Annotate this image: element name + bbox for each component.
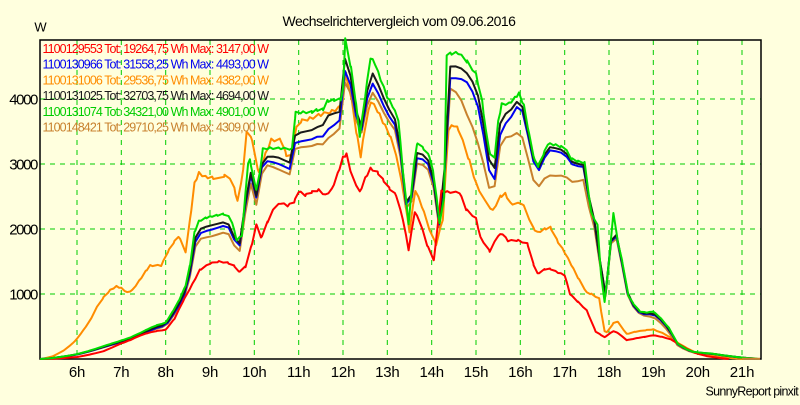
svg-text:3000: 3000 (9, 157, 38, 174)
svg-text:1100131025 Tot: 32703,75 Wh Ma: 1100131025 Tot: 32703,75 Wh Max: 4694,00… (43, 89, 270, 103)
svg-text:SunnyReport pinxit: SunnyReport pinxit (706, 385, 800, 399)
svg-text:11h: 11h (287, 364, 310, 381)
svg-text:12h: 12h (331, 364, 355, 381)
svg-text:8h: 8h (158, 364, 174, 381)
svg-text:1100148421 Tot: 29710,25 Wh Ma: 1100148421 Tot: 29710,25 Wh Max: 4309,00… (43, 121, 270, 135)
svg-text:7h: 7h (113, 364, 129, 381)
svg-text:14h: 14h (419, 364, 443, 381)
svg-text:20h: 20h (685, 364, 709, 381)
svg-text:21h: 21h (730, 364, 754, 381)
svg-text:17h: 17h (552, 364, 576, 381)
svg-text:1000: 1000 (9, 287, 38, 304)
svg-text:10h: 10h (242, 364, 266, 381)
svg-text:16h: 16h (508, 364, 532, 381)
svg-text:4000: 4000 (9, 92, 38, 109)
svg-text:19h: 19h (641, 364, 665, 381)
svg-text:2000: 2000 (9, 222, 38, 239)
svg-text:6h: 6h (69, 364, 85, 381)
svg-text:1100131074 Tot: 34321,00 Wh Ma: 1100131074 Tot: 34321,00 Wh Max: 4901,00… (43, 105, 270, 119)
svg-text:Wechselrichtervergleich vom 09: Wechselrichtervergleich vom 09.06.2016 (283, 13, 517, 29)
svg-text:15h: 15h (464, 364, 488, 381)
svg-text:W: W (34, 20, 47, 35)
svg-text:1100130966 Tot: 31558,25 Wh Ma: 1100130966 Tot: 31558,25 Wh Max: 4493,00… (43, 58, 270, 72)
svg-text:1100129553 Tot: 19264,75 Wh Ma: 1100129553 Tot: 19264,75 Wh Max: 3147,00… (43, 42, 270, 56)
svg-text:9h: 9h (202, 364, 218, 381)
svg-text:13h: 13h (375, 364, 399, 381)
svg-text:18h: 18h (597, 364, 621, 381)
svg-text:1100131006 Tot: 29536,75 Wh Ma: 1100131006 Tot: 29536,75 Wh Max: 4382,00… (43, 73, 270, 87)
